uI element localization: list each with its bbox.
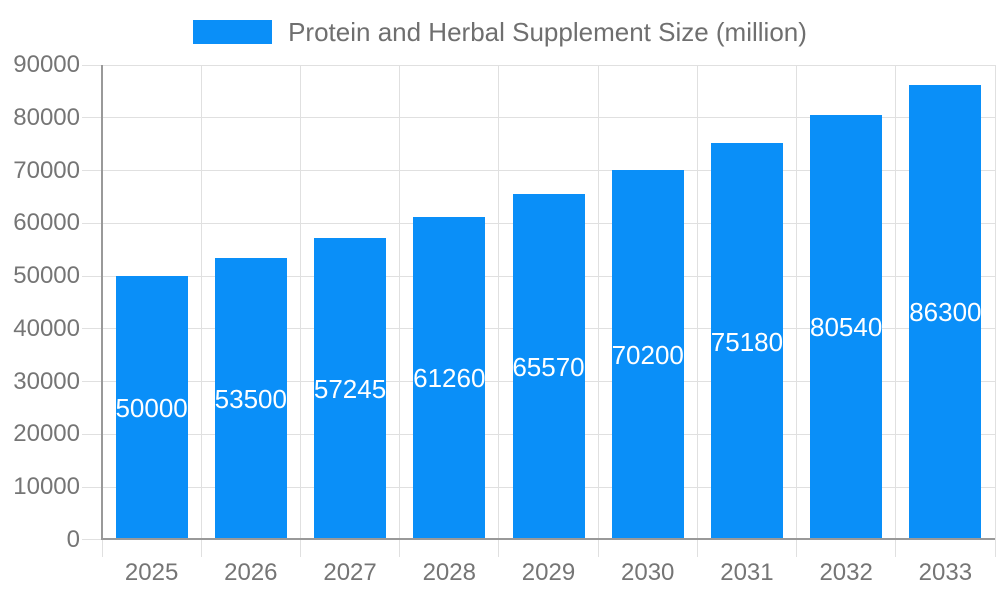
bar-value-label-2031: 75180 xyxy=(710,326,784,357)
x-tick-0 xyxy=(101,540,103,557)
bar-value-label-2028: 61260 xyxy=(413,363,486,394)
x-tick-8 xyxy=(895,540,897,557)
bar-value-label-2030: 70200 xyxy=(611,339,684,370)
y-axis-label-30000: 30000 xyxy=(13,367,80,395)
v-gridline-8 xyxy=(895,65,897,540)
v-gridline-5 xyxy=(597,65,599,540)
x-tick-9 xyxy=(994,540,996,557)
v-gridline-9 xyxy=(994,65,996,540)
bar-value-label-2029: 65570 xyxy=(512,351,585,382)
x-axis-label-2025: 2025 xyxy=(124,559,179,586)
y-axis-label-70000: 70000 xyxy=(13,156,80,184)
bar-2027 xyxy=(314,237,387,540)
v-gridline-3 xyxy=(399,65,401,540)
x-axis-labels: 2025 2026 2027 2028 2029 2030 2031 2032 2033 xyxy=(102,560,995,590)
legend: Protein and Herbal Supplement Size (mill… xyxy=(0,17,1000,47)
x-axis-label-2033: 2033 xyxy=(918,559,973,586)
bar-value-label-2032: 80540 xyxy=(810,312,883,343)
x-axis-line xyxy=(102,538,995,540)
x-tick-4 xyxy=(498,540,500,557)
bar-value-label-2025: 50000 xyxy=(115,393,188,424)
y-axis-label-60000: 60000 xyxy=(13,209,80,237)
bar-2032 xyxy=(810,114,883,540)
bar-2029 xyxy=(512,193,585,540)
y-tick-0 xyxy=(82,539,102,540)
v-gridline-4 xyxy=(498,65,500,540)
x-tick-6 xyxy=(696,540,698,557)
v-gridline-6 xyxy=(696,65,698,540)
x-axis-label-2031: 2031 xyxy=(720,559,774,586)
x-tick-1 xyxy=(200,540,202,557)
x-axis-label-2032: 2032 xyxy=(819,559,873,586)
v-gridline-2 xyxy=(299,65,301,540)
bar-2031 xyxy=(710,143,783,540)
legend-label: Protein and Herbal Supplement Size (mill… xyxy=(288,17,807,47)
h-gridline-90000 xyxy=(82,64,995,66)
x-axis-label-2027: 2027 xyxy=(323,559,377,586)
y-axis-label-50000: 50000 xyxy=(13,262,80,290)
x-tick-3 xyxy=(399,540,401,557)
x-tick-7 xyxy=(796,540,798,557)
x-axis-label-2026: 2026 xyxy=(224,559,278,586)
bar-2028 xyxy=(413,216,486,540)
x-tick-5 xyxy=(597,540,599,557)
y-axis-label-40000: 40000 xyxy=(13,314,80,342)
bar-2026 xyxy=(214,257,287,540)
bar-value-label-2033: 86300 xyxy=(909,297,982,328)
y-axis-label-0: 0 xyxy=(66,526,80,553)
bar-2033 xyxy=(909,84,982,540)
plot-area: 50000 53500 57245 61260 65570 70200 75180 80540… xyxy=(82,64,996,557)
v-gridline-7 xyxy=(796,65,798,540)
bar-2025 xyxy=(115,276,188,540)
h-gridline-80000 xyxy=(82,117,995,119)
x-axis-label-2030: 2030 xyxy=(621,559,675,586)
h-gridline-70000 xyxy=(82,170,995,172)
bar-value-label-2026: 53500 xyxy=(214,383,287,414)
y-axis-label-90000: 90000 xyxy=(13,51,80,78)
y-axis-label-20000: 20000 xyxy=(13,420,80,448)
y-axis-line xyxy=(101,65,103,540)
x-axis-label-2028: 2028 xyxy=(422,559,476,586)
x-tick-2 xyxy=(299,540,301,557)
y-axis-label-80000: 80000 xyxy=(13,103,80,131)
y-axis-labels: 0 10000 20000 30000 40000 50000 60000 70000 8000… xyxy=(0,52,80,553)
x-axis-label-2029: 2029 xyxy=(521,559,576,586)
bar-value-label-2027: 57245 xyxy=(313,373,387,404)
bar-2030 xyxy=(611,169,684,540)
v-gridline-1 xyxy=(200,65,202,540)
legend-swatch xyxy=(193,20,273,44)
y-axis-label-10000: 10000 xyxy=(13,473,80,501)
